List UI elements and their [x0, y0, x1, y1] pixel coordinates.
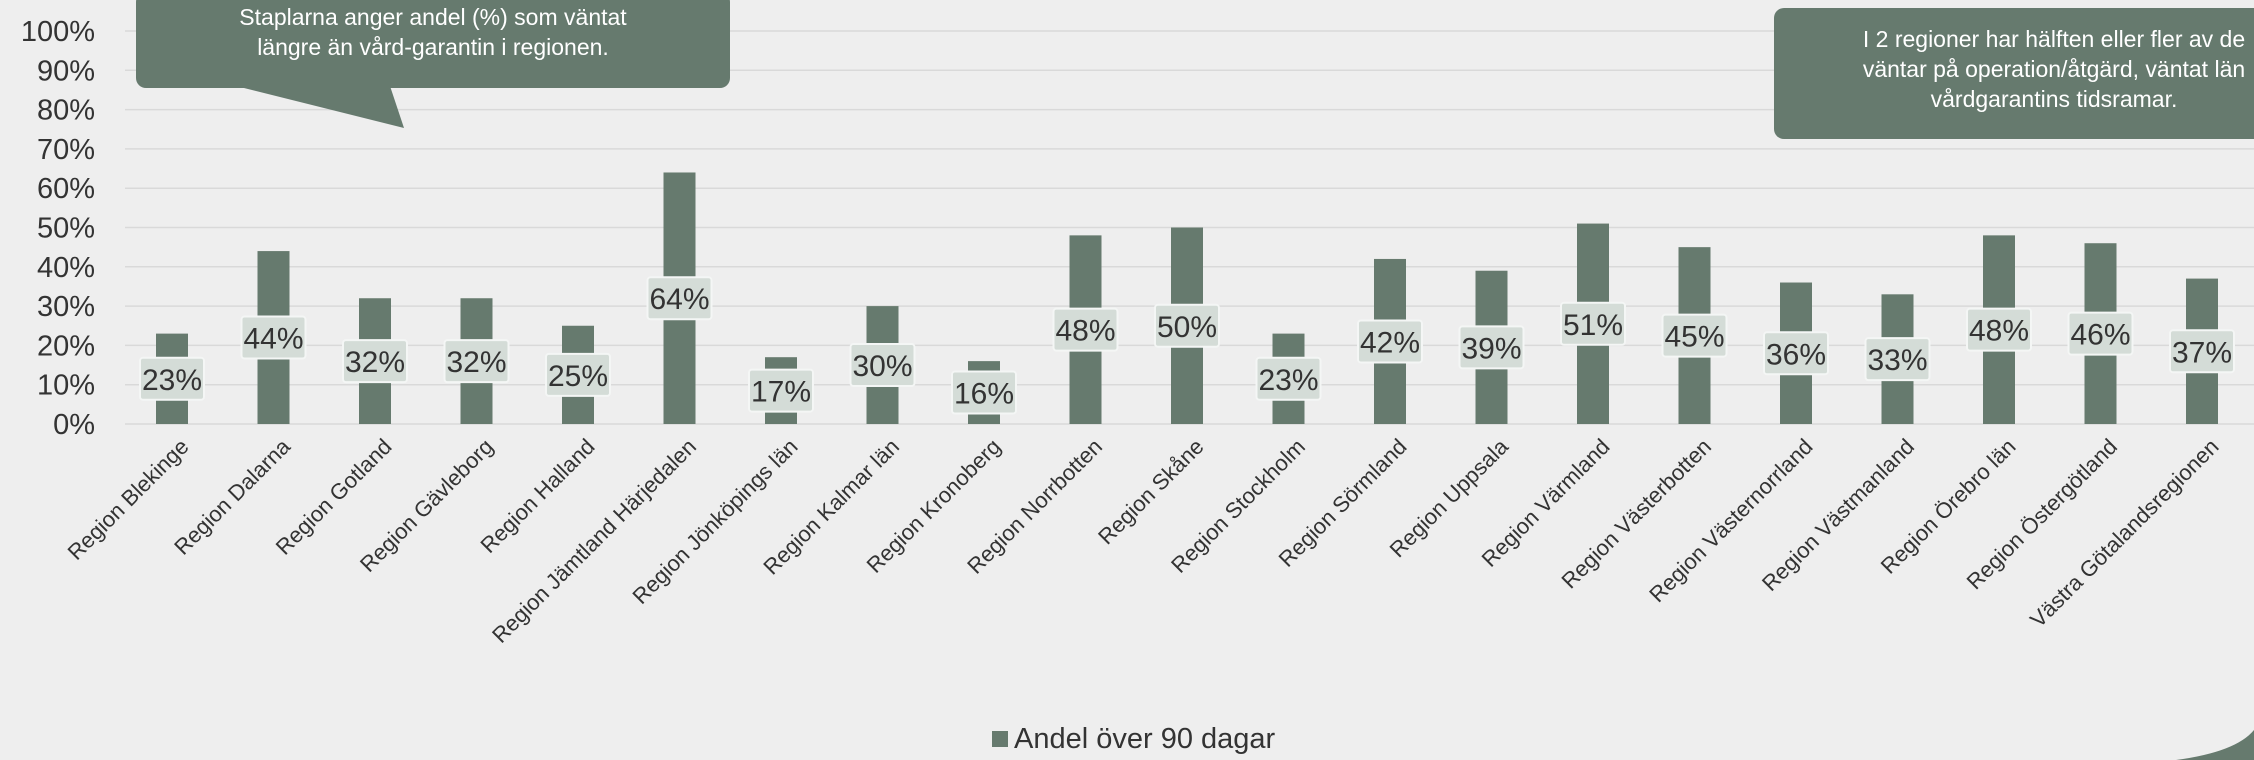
data-label: 36% — [1763, 331, 1829, 376]
y-tick-label: 10% — [37, 370, 95, 402]
data-label-text: 25% — [548, 360, 608, 393]
y-tick-label: 70% — [37, 134, 95, 166]
data-label-text: 51% — [1563, 309, 1623, 342]
y-tick-label: 50% — [37, 213, 95, 245]
callout-right: I 2 regioner har hälften eller fler av d… — [1774, 8, 2254, 139]
legend-label: Andel över 90 dagar — [1014, 722, 1276, 755]
data-label-text: 30% — [852, 350, 912, 383]
y-tick-label: 80% — [37, 95, 95, 127]
data-label: 64% — [646, 276, 713, 321]
y-tick-label: 30% — [37, 291, 95, 323]
data-label-box — [1458, 325, 1525, 370]
data-label-text: 32% — [446, 346, 506, 379]
data-label-box — [2067, 311, 2134, 356]
data-label: 37% — [2169, 329, 2235, 374]
data-label: 48% — [1052, 307, 1119, 352]
data-label: 48% — [1966, 307, 2032, 352]
data-label-box — [646, 276, 713, 321]
y-tick-label: 100% — [21, 16, 95, 48]
data-label-box — [1864, 337, 1931, 382]
data-label: 23% — [139, 356, 205, 401]
data-label-box — [1966, 307, 2032, 352]
data-label: 23% — [1255, 356, 1322, 401]
bars — [156, 172, 2218, 424]
data-label: 30% — [849, 343, 916, 388]
data-label-box — [849, 343, 916, 388]
y-tick-label: 0% — [53, 409, 95, 441]
y-tick-label: 60% — [37, 173, 95, 205]
x-tick-label: Region Västernorrland — [1644, 434, 1817, 607]
data-label-text: 33% — [1867, 344, 1927, 377]
data-label: 33% — [1864, 337, 1931, 382]
data-label: 44% — [240, 315, 307, 360]
x-tick-label: Region Jämtland Härjedalen — [487, 434, 701, 648]
data-label-text: 42% — [1360, 326, 1420, 359]
corner-arc-decoration — [2176, 730, 2254, 760]
legend: Andel över 90 dagar — [992, 722, 1276, 755]
data-label-box — [1763, 331, 1829, 376]
data-label-box — [545, 352, 611, 397]
y-tick-label: 90% — [37, 55, 95, 87]
data-label-text: 44% — [243, 323, 303, 356]
data-label-box — [2169, 329, 2235, 374]
y-axis-tick-labels: 0% 10% 20% 30% 40% 50% 60% 70% 80% 90% 100% — [21, 16, 95, 441]
data-label: 51% — [1560, 301, 1626, 346]
data-label-box — [1255, 356, 1322, 401]
data-label-text: 46% — [2070, 319, 2130, 352]
callout-pointer — [236, 86, 404, 128]
data-label: 25% — [545, 352, 611, 397]
data-label-box — [139, 356, 205, 401]
data-label-box — [1560, 301, 1626, 346]
data-label: 17% — [748, 368, 814, 413]
data-label-text: 64% — [649, 283, 709, 316]
x-tick-label: Västra Götalandsregionen — [2025, 434, 2223, 632]
y-tick-label: 20% — [37, 330, 95, 362]
data-label: 50% — [1154, 303, 1220, 348]
data-label-text: 16% — [954, 378, 1014, 411]
data-label-text: 17% — [751, 376, 811, 409]
data-label: 32% — [443, 339, 510, 384]
data-label: 32% — [342, 339, 408, 384]
data-label: 46% — [2067, 311, 2134, 356]
data-label-box — [1052, 307, 1119, 352]
data-label-box — [443, 339, 510, 384]
data-label-text: 23% — [142, 364, 202, 397]
data-label-text: 32% — [345, 346, 405, 379]
data-label-text: 36% — [1766, 338, 1826, 371]
data-label-text: 50% — [1157, 311, 1217, 344]
data-label-box — [342, 339, 408, 384]
data-label: 45% — [1661, 313, 1728, 358]
data-label-box — [1661, 313, 1728, 358]
data-label-text: 23% — [1258, 364, 1318, 397]
y-tick-label: 40% — [37, 252, 95, 284]
data-label-text: 45% — [1664, 321, 1724, 354]
data-label: 39% — [1458, 325, 1525, 370]
x-tick-label: Region Skåne — [1093, 434, 1208, 549]
x-tick-label: Region Jönköpings län — [627, 434, 802, 609]
data-label: 42% — [1357, 319, 1423, 364]
legend-swatch — [992, 731, 1008, 747]
data-label-box — [951, 370, 1017, 415]
data-label-text: 39% — [1461, 332, 1521, 365]
data-label-box — [748, 368, 814, 413]
data-label-text: 48% — [1969, 315, 2029, 348]
data-label-text: 37% — [2172, 336, 2232, 369]
data-label-text: 48% — [1055, 315, 1115, 348]
data-label-box — [1357, 319, 1423, 364]
data-label: 16% — [951, 370, 1017, 415]
data-label-box — [1154, 303, 1220, 348]
callout-left: Staplarna anger andel (%) som väntat län… — [136, 0, 730, 88]
data-labels: 23% 44% 32% 32% 25% 64% 17% 30% 16% 48% 50% 23% 42% 3… — [139, 276, 2235, 415]
data-label-box — [240, 315, 307, 360]
